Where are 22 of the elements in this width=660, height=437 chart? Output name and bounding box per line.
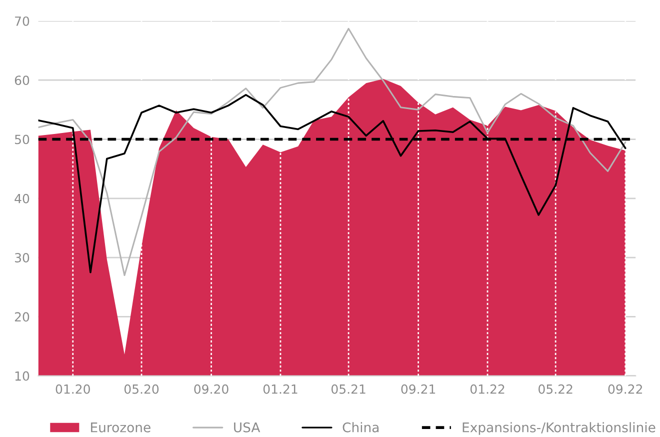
legend-label: Expansions-/Kontraktionslinie [462,422,656,435]
x-tick-label: 09.21 [401,384,436,394]
legend-label: Eurozone [91,422,150,432]
legend-label: USA [234,422,260,432]
y-tick-label: 30 [14,253,30,262]
x-tick-label: 01.21 [263,384,298,394]
y-tick-label: 70 [15,16,30,26]
y-tick-label: 20 [14,312,30,322]
x-tick-label: 09.22 [608,384,642,394]
y-tick-label: 60 [14,76,30,86]
x-tick-label: 05.21 [331,384,366,394]
y-tick-label: 10 [15,371,30,381]
y-tick-label: 50 [15,134,30,144]
x-tick-label: 09.20 [194,384,228,394]
y-tick-label: 40 [14,194,30,204]
x-tick-label: 01.20 [56,384,90,394]
x-tick-label: 05.22 [538,384,572,394]
x-tick-label: 01.22 [470,384,504,394]
line-series [38,94,626,274]
line-series [38,28,626,276]
legend-label: China [342,422,379,432]
x-tick-label: 05.20 [124,384,159,394]
